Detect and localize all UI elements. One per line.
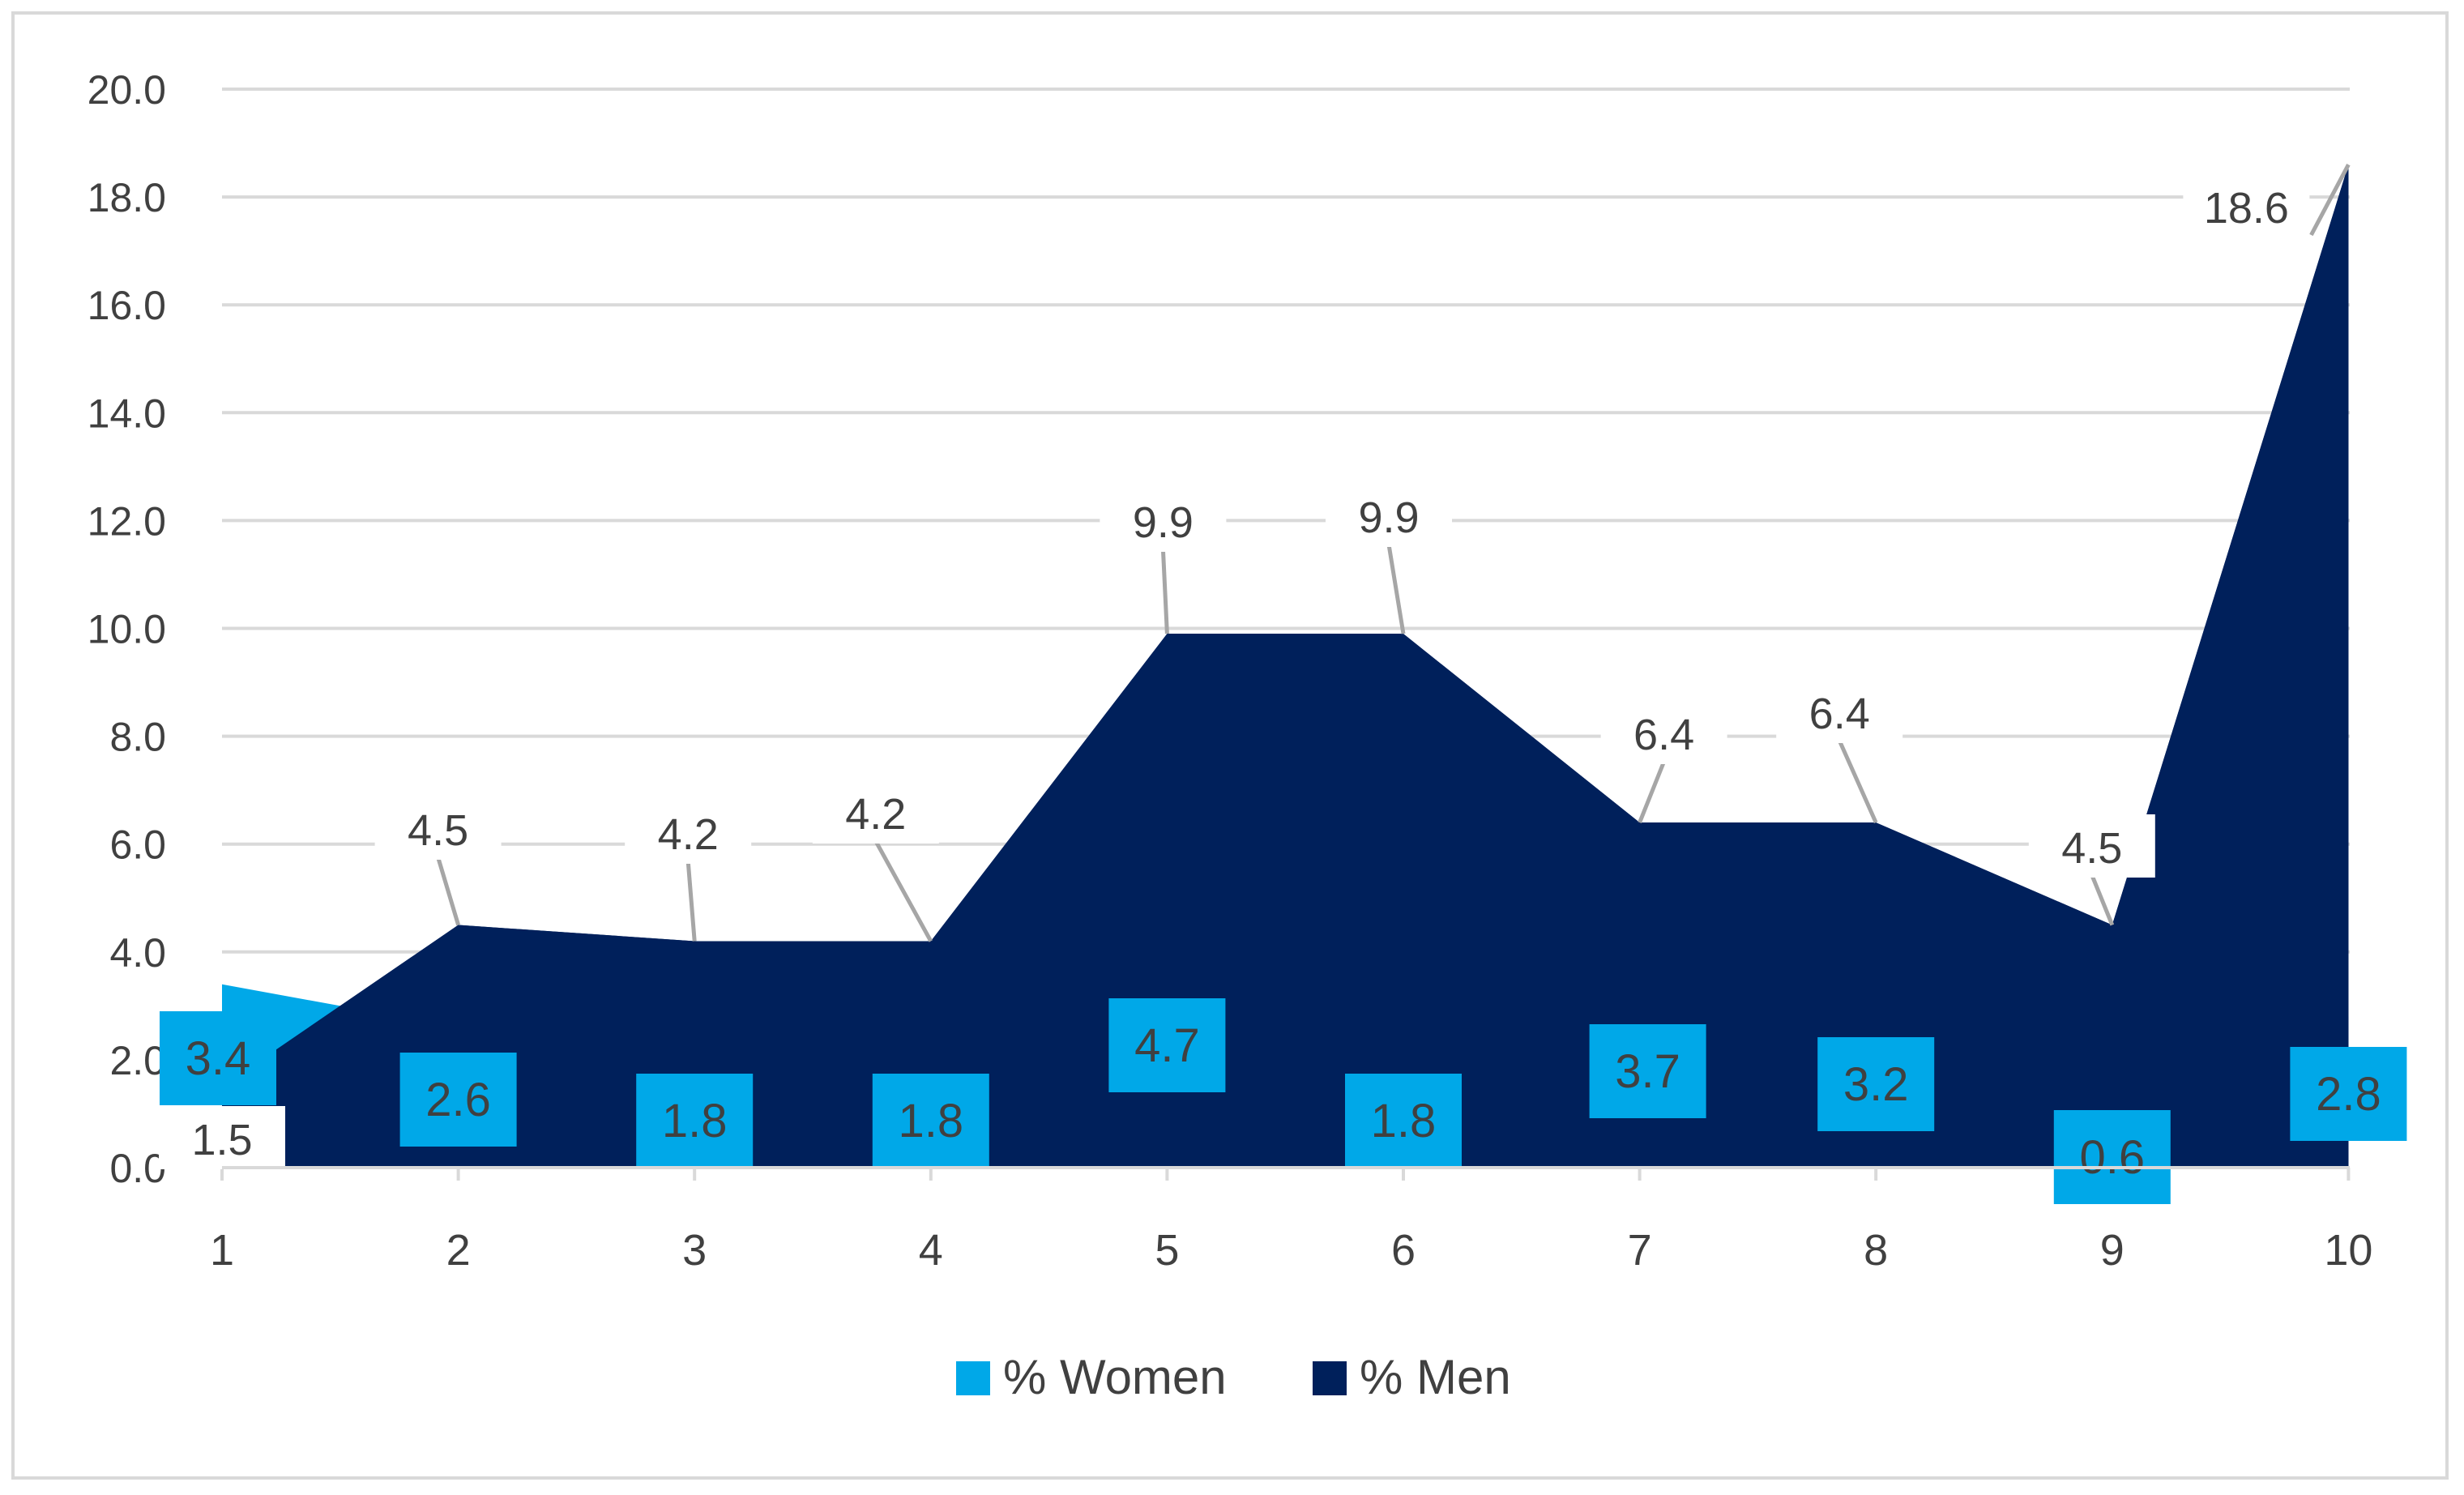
- x-tick-label: 10: [2324, 1226, 2372, 1275]
- women-data-label: 3.7: [1615, 1045, 1680, 1098]
- men-data-label: 6.4: [1633, 711, 1694, 759]
- x-tick-label: 9: [2100, 1226, 2125, 1275]
- y-axis-ticks: 0.0 2.0 4.0 6.0 8.0 10.0 12.0 14.0 16.0 18.0 20.0: [88, 67, 166, 1191]
- men-label-leader: [1386, 544, 1406, 634]
- men-data-labels: 1.5 4.5 4.2 4.2 9.9 9.9 6.4 6.4 4.5 18.6: [159, 163, 2351, 1169]
- women-data-label: 1.8: [898, 1095, 963, 1147]
- men-data-label: 9.9: [1358, 493, 1419, 542]
- women-label-box: [1108, 998, 1226, 1092]
- men-label-box: [625, 801, 752, 864]
- men-data-label: 4.2: [845, 790, 906, 839]
- men-label-box: [1776, 680, 1903, 743]
- y-tick-label: 18.0: [88, 175, 166, 220]
- women-label-box: [160, 1011, 276, 1105]
- men-data-label: 9.9: [1133, 498, 1194, 547]
- y-tick-label: 4.0: [109, 930, 166, 976]
- women-data-label: 1.8: [662, 1095, 728, 1147]
- women-label-box: [636, 1074, 754, 1168]
- x-tick-label: 7: [1628, 1226, 1652, 1275]
- x-tick-label: 8: [1864, 1226, 1888, 1275]
- women-data-label: 2.8: [2316, 1068, 2381, 1121]
- women-data-label: 1.8: [1371, 1095, 1437, 1147]
- y-tick-label: 6.0: [109, 822, 166, 868]
- women-label-box: [872, 1074, 989, 1168]
- legend-label: % Men: [1360, 1350, 1511, 1404]
- x-axis-ticks: 1 2 3 4 5 6 7 8 9 10: [210, 1168, 2372, 1275]
- men-label-leader: [1837, 739, 1878, 824]
- men-label-leader: [873, 839, 933, 942]
- men-area-layer: [222, 164, 2349, 1168]
- men-label-leader: [2309, 163, 2351, 237]
- x-tick-label: 1: [210, 1226, 234, 1275]
- y-tick-label: 14.0: [88, 391, 166, 436]
- women-label-box: [1345, 1074, 1462, 1168]
- y-tick-label: 0.0: [109, 1146, 166, 1191]
- men-label-box: [2183, 174, 2310, 237]
- men-data-label: 18.6: [2204, 184, 2289, 233]
- y-tick-label: 10.0: [88, 607, 166, 652]
- men-label-leader: [1638, 761, 1666, 824]
- x-tick-label: 4: [919, 1226, 943, 1275]
- men-label-leader: [436, 856, 460, 926]
- men-data-label: 6.4: [1809, 690, 1870, 738]
- legend-label: % Women: [1003, 1350, 1227, 1404]
- men-label-box: [1600, 701, 1727, 764]
- men-label-box: [2028, 814, 2155, 878]
- y-tick-label: 20.0: [88, 67, 166, 113]
- women-label-box: [1589, 1024, 1706, 1118]
- men-label-box: [374, 797, 502, 860]
- men-label-box: [159, 1106, 285, 1169]
- men-data-label: 4.5: [2061, 824, 2122, 873]
- y-tick-label: 12.0: [88, 498, 166, 544]
- women-data-label: 4.7: [1134, 1019, 1200, 1072]
- women-label-box: [1817, 1037, 1935, 1131]
- x-tick-label: 3: [682, 1226, 707, 1275]
- men-label-leader: [1160, 549, 1169, 634]
- x-tick-label: 6: [1391, 1226, 1416, 1275]
- women-label-box: [2290, 1047, 2407, 1141]
- women-data-labels: 3.4 2.6 1.8 1.8 4.7 1.8 3.7 3.2 0.6 2.8: [160, 998, 2407, 1204]
- men-data-label: 4.2: [658, 810, 719, 859]
- women-label-box: [2053, 1110, 2171, 1204]
- legend: % Women % Men: [956, 1350, 1511, 1404]
- men-area-overlay: [222, 164, 2349, 1168]
- women-data-label: 0.6: [2079, 1131, 2145, 1184]
- x-tick-label: 2: [446, 1226, 471, 1275]
- women-data-label: 3.2: [1843, 1058, 1909, 1111]
- men-label-box: [1326, 484, 1452, 547]
- y-tick-label: 2.0: [109, 1038, 166, 1083]
- legend-swatch: [1313, 1361, 1347, 1395]
- women-data-label: 2.6: [425, 1074, 491, 1126]
- men-data-label: 1.5: [191, 1116, 252, 1164]
- women-label-box: [399, 1053, 517, 1147]
- men-label-leader: [685, 861, 697, 942]
- y-tick-label: 8.0: [109, 715, 166, 760]
- men-label-box: [1100, 489, 1227, 552]
- men-label-box: [812, 780, 939, 844]
- legend-swatch: [956, 1361, 990, 1395]
- x-tick-label: 5: [1155, 1226, 1179, 1275]
- women-data-label: 3.4: [186, 1032, 251, 1085]
- men-label-leader: [2090, 874, 2115, 926]
- y-tick-label: 16.0: [88, 283, 166, 328]
- men-data-label: 4.5: [408, 806, 468, 855]
